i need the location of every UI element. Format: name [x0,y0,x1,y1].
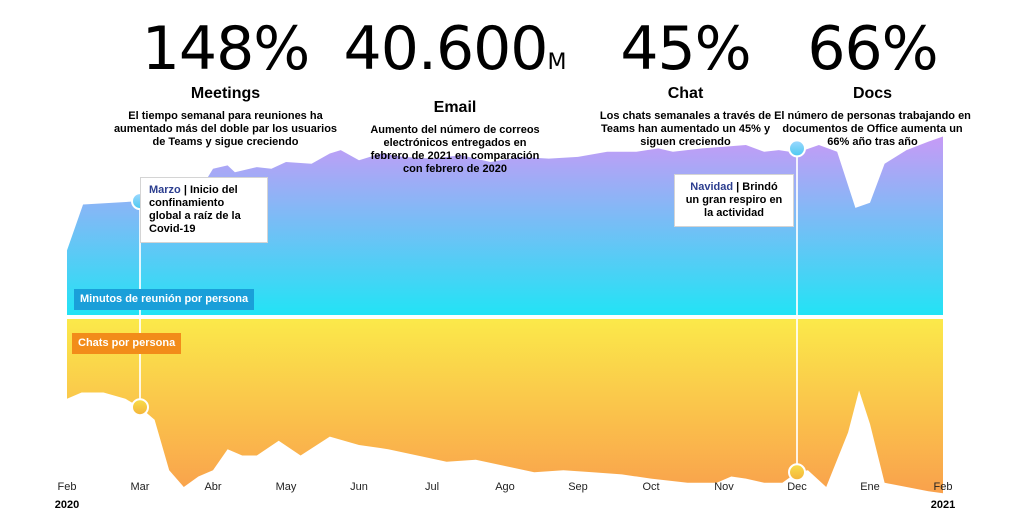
x-tick-label: May [275,481,297,493]
annotation-dot-top [788,139,806,158]
chats-area [67,319,943,494]
x-year-start: 2020 [54,499,80,511]
callout-text: | Brindó un gran respiro en la actividad [685,181,783,219]
stat-label: Meetings [190,85,261,102]
x-tick-label: Nov [714,481,734,493]
meetings-series-label: Minutos de reunión por persona [74,289,255,310]
stat-label: Chat [667,85,704,102]
x-tick-label: Dec [787,481,807,493]
stat-docs: 66% Docs El número de personas trabajand… [770,14,975,149]
callout-highlight: Navidad [690,181,734,193]
x-tick-label: Feb [933,481,953,493]
stat-unit: M [547,50,567,75]
stat-meetings: 148% Meetings El tiempo semanal para reu… [108,14,343,149]
stat-value: 66% [807,14,938,84]
stat-desc: El tiempo semanal para reuniones ha aume… [113,110,338,148]
x-tick-label: Oct [642,481,660,493]
x-tick-label: Ago [495,481,515,493]
callout-march: Marzo | Inicio del confinamiento global … [140,177,268,243]
stat-value: 40.600M [343,14,567,84]
stat-label: Docs [852,85,893,102]
annotation-dot-bottom [131,398,149,417]
x-year-end: 2021 [930,499,956,511]
callout-christmas: Navidad | Brindó un gran respiro en la a… [674,174,794,227]
x-tick-label: Jun [350,481,368,493]
stat-chat: 45% Chat Los chats semanales a través de… [583,14,788,149]
chats-series-label: Chats por persona [72,333,182,354]
stat-desc: Aumento del número de correos electrónic… [370,124,540,175]
x-tick-label: Jul [424,481,440,493]
x-tick-label: Mar [130,481,150,493]
x-tick-label: Sep [568,481,588,493]
x-tick-label: Ene [860,481,880,493]
annotation-dot-bottom [788,463,806,482]
stat-desc: El número de personas trabajando en docu… [774,110,971,148]
callout-highlight: Marzo [149,184,181,196]
callout-text: | Inicio del confinamiento global a raíz… [149,184,241,235]
stat-value: 148% [141,14,311,84]
x-tick-label: Feb [57,481,77,493]
stat-value: 45% [620,14,751,84]
stat-email: 40.600M Email Aumento del número de corr… [340,14,570,176]
stat-label: Email [433,99,477,116]
stat-desc: Los chats semanales a través de Teams ha… [599,110,772,148]
x-tick-label: Abr [204,481,222,493]
